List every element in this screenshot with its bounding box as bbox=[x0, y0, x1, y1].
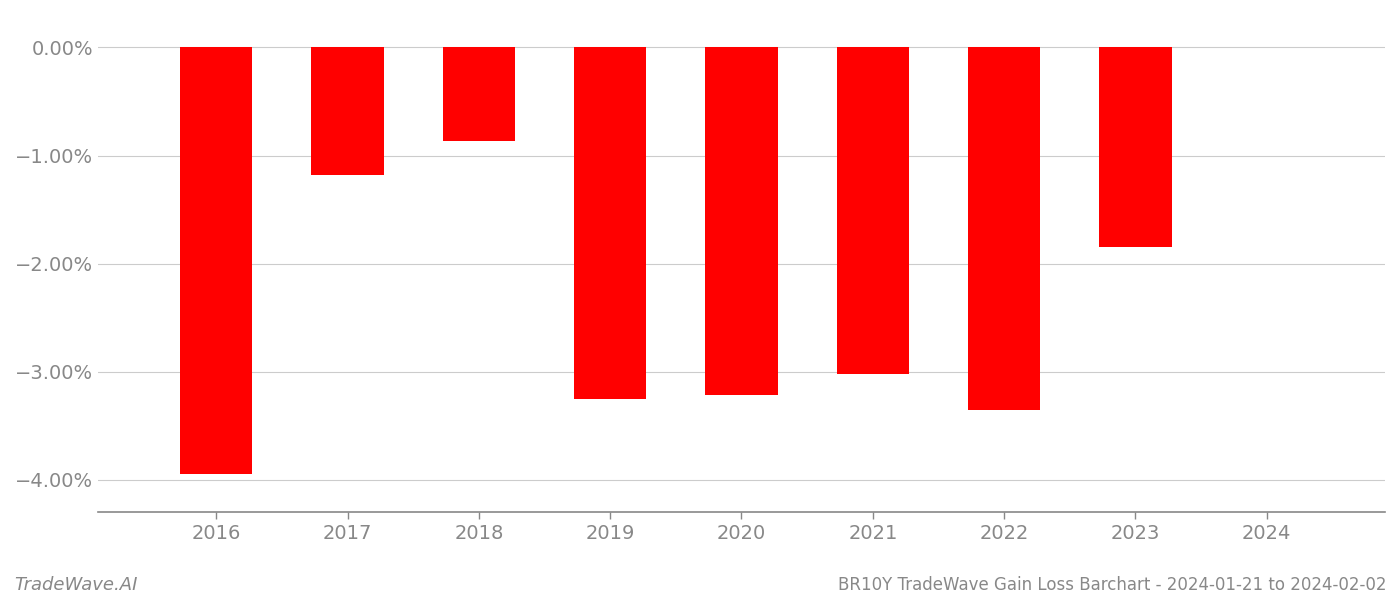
Bar bbox=[837, 47, 909, 374]
Text: TradeWave.AI: TradeWave.AI bbox=[14, 576, 137, 594]
Bar bbox=[967, 47, 1040, 410]
Bar bbox=[574, 47, 647, 399]
Bar bbox=[311, 47, 384, 175]
Bar bbox=[706, 47, 777, 395]
Bar bbox=[442, 47, 515, 142]
Bar bbox=[1099, 47, 1172, 247]
Text: BR10Y TradeWave Gain Loss Barchart - 2024-01-21 to 2024-02-02: BR10Y TradeWave Gain Loss Barchart - 202… bbox=[837, 576, 1386, 594]
Bar bbox=[181, 47, 252, 475]
